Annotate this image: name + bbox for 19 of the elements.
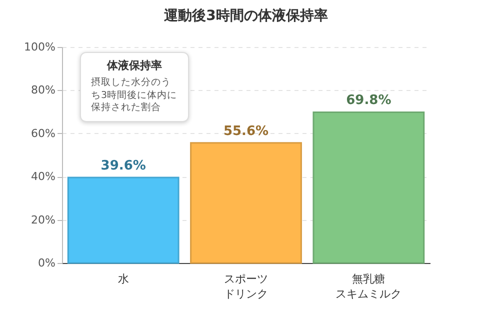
y-tick-label: 60%	[31, 126, 56, 140]
data-label: 55.6%	[223, 124, 269, 139]
bar	[190, 142, 302, 264]
bar	[312, 111, 425, 264]
data-label: 69.8%	[346, 93, 392, 108]
x-tick-label: 水	[118, 272, 129, 286]
annotation: 摂取した水分のうち3時間後に体内に保持された割合	[91, 76, 178, 116]
annotation: 体液保持率	[106, 59, 164, 74]
bar	[67, 176, 180, 264]
data-label: 39.6%	[100, 158, 146, 174]
y-tick-label: 80%	[31, 84, 56, 97]
y-tick-label: 100%	[24, 40, 56, 54]
y-tick-label: 40%	[31, 170, 56, 184]
note-box: 体液保持率 摂取した水分のうち3時間後に体内に保持された割合	[80, 52, 190, 122]
x-tick-label: 無乳糖スキムミルク	[336, 272, 402, 300]
y-tick-label: 0%	[38, 256, 56, 270]
y-tick-label: 20%	[31, 213, 56, 226]
x-tick-label: スポーツドリンク	[224, 272, 268, 300]
chart-title: 運動後3時間の体液保持率	[163, 7, 328, 24]
